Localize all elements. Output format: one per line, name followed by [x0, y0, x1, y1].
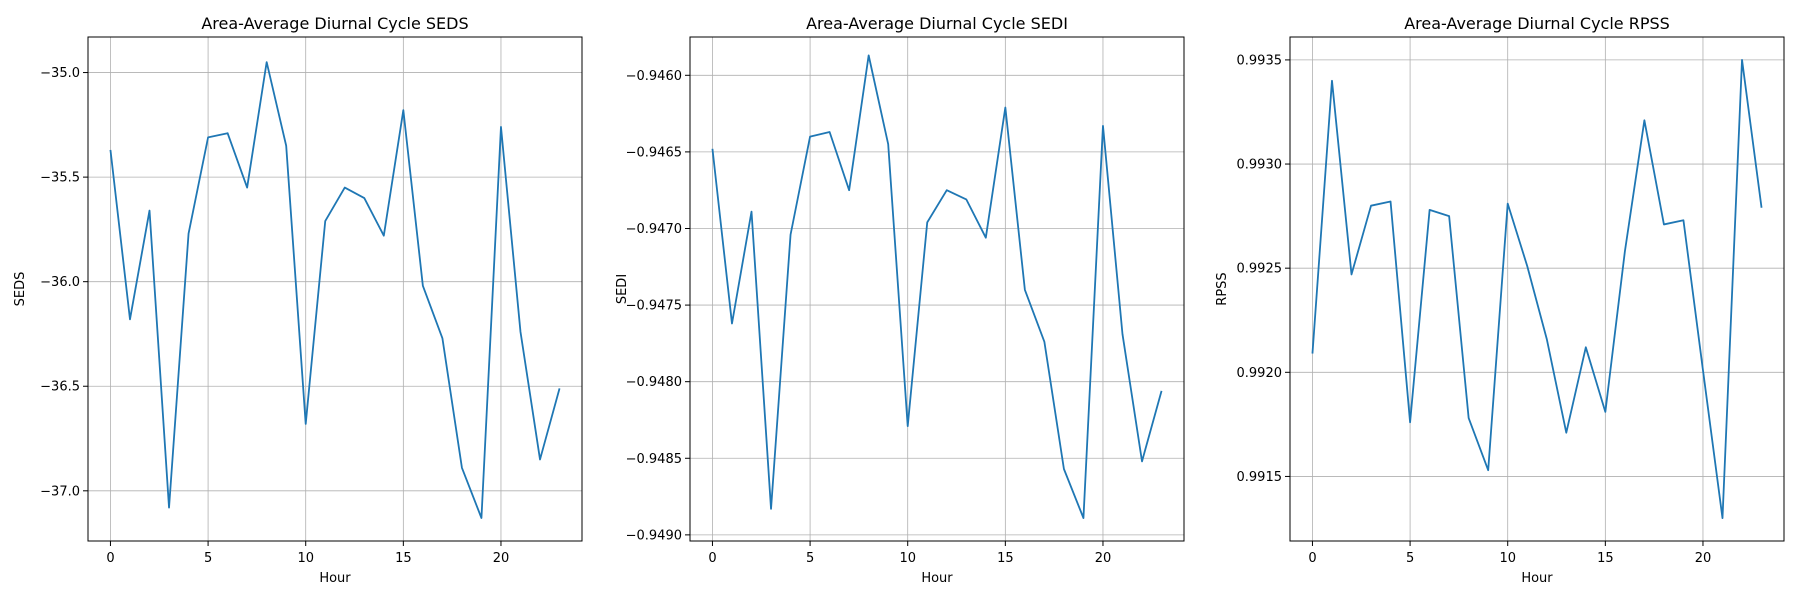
x-tick-label: 0 — [1308, 551, 1316, 566]
y-axis-label: SEDS — [13, 272, 28, 307]
y-tick-label: −0.9490 — [626, 528, 682, 543]
series-line — [711, 54, 1163, 519]
y-tick-label: 0.9930 — [1237, 158, 1283, 173]
y-tick-label: 0.9915 — [1237, 470, 1283, 485]
y-tick-label: −0.9465 — [626, 145, 682, 160]
x-axis-label: Hour — [1521, 571, 1553, 586]
x-tick-label: 20 — [1095, 551, 1112, 566]
y-tick-label: −0.9480 — [626, 375, 682, 390]
x-tick-label: 10 — [1499, 551, 1516, 566]
y-tick-label: −36.5 — [40, 380, 80, 395]
x-axis-label: Hour — [319, 571, 351, 586]
x-tick-label: 20 — [493, 551, 510, 566]
chart-panel-2: 0 5 10 15 20 −0.9460 −0.9465 −0.9470 −0.9475 −0.9… — [615, 14, 1185, 586]
chart-panel-3: 0 5 10 15 20 0.9915 0.9920 0.9925 0.9930 0.9935 Ar… — [1215, 14, 1785, 586]
axes-frame — [1289, 36, 1785, 542]
x-tick-label: 10 — [899, 551, 916, 566]
y-tick-label: −0.9475 — [626, 299, 682, 314]
chart-title: Area-Average Diurnal Cycle SEDI — [806, 14, 1068, 33]
x-tick-label: 20 — [1695, 551, 1712, 566]
y-tick-label: −37.0 — [40, 484, 80, 499]
y-tick-label: −35.0 — [40, 66, 80, 81]
y-tick-label: −0.9460 — [626, 69, 682, 84]
y-tick-label: −36.0 — [40, 275, 80, 290]
x-tick-label: 10 — [297, 551, 314, 566]
y-axis-label: SEDI — [615, 274, 630, 304]
x-tick-label: 15 — [997, 551, 1014, 566]
series-line — [1311, 59, 1763, 519]
y-tick-label: 0.9920 — [1237, 366, 1283, 381]
chart-panel-1: 0 5 10 15 20 −35.0 −35.5 −36.0 −36.5 −37.0 Area-Av… — [13, 14, 583, 586]
x-axis-label: Hour — [921, 571, 953, 586]
chart-title: Area-Average Diurnal Cycle RPSS — [1404, 14, 1670, 33]
y-tick-label: −35.5 — [40, 171, 80, 186]
x-tick-label: 0 — [106, 551, 114, 566]
axes-frame — [689, 36, 1185, 542]
x-tick-label: 15 — [395, 551, 412, 566]
x-tick-label: 15 — [1597, 551, 1614, 566]
x-tick-label: 5 — [1406, 551, 1414, 566]
y-tick-label: −0.9470 — [626, 222, 682, 237]
y-tick-label: 0.9925 — [1237, 262, 1283, 277]
series-line — [109, 61, 561, 519]
x-tick-label: 0 — [708, 551, 716, 566]
x-tick-label: 5 — [806, 551, 814, 566]
y-tick-label: −0.9485 — [626, 452, 682, 467]
y-tick-label: 0.9935 — [1237, 53, 1283, 68]
chart-title: Area-Average Diurnal Cycle SEDS — [201, 14, 468, 33]
y-axis-label: RPSS — [1215, 272, 1230, 305]
x-tick-label: 5 — [204, 551, 212, 566]
axes-frame — [87, 36, 583, 542]
